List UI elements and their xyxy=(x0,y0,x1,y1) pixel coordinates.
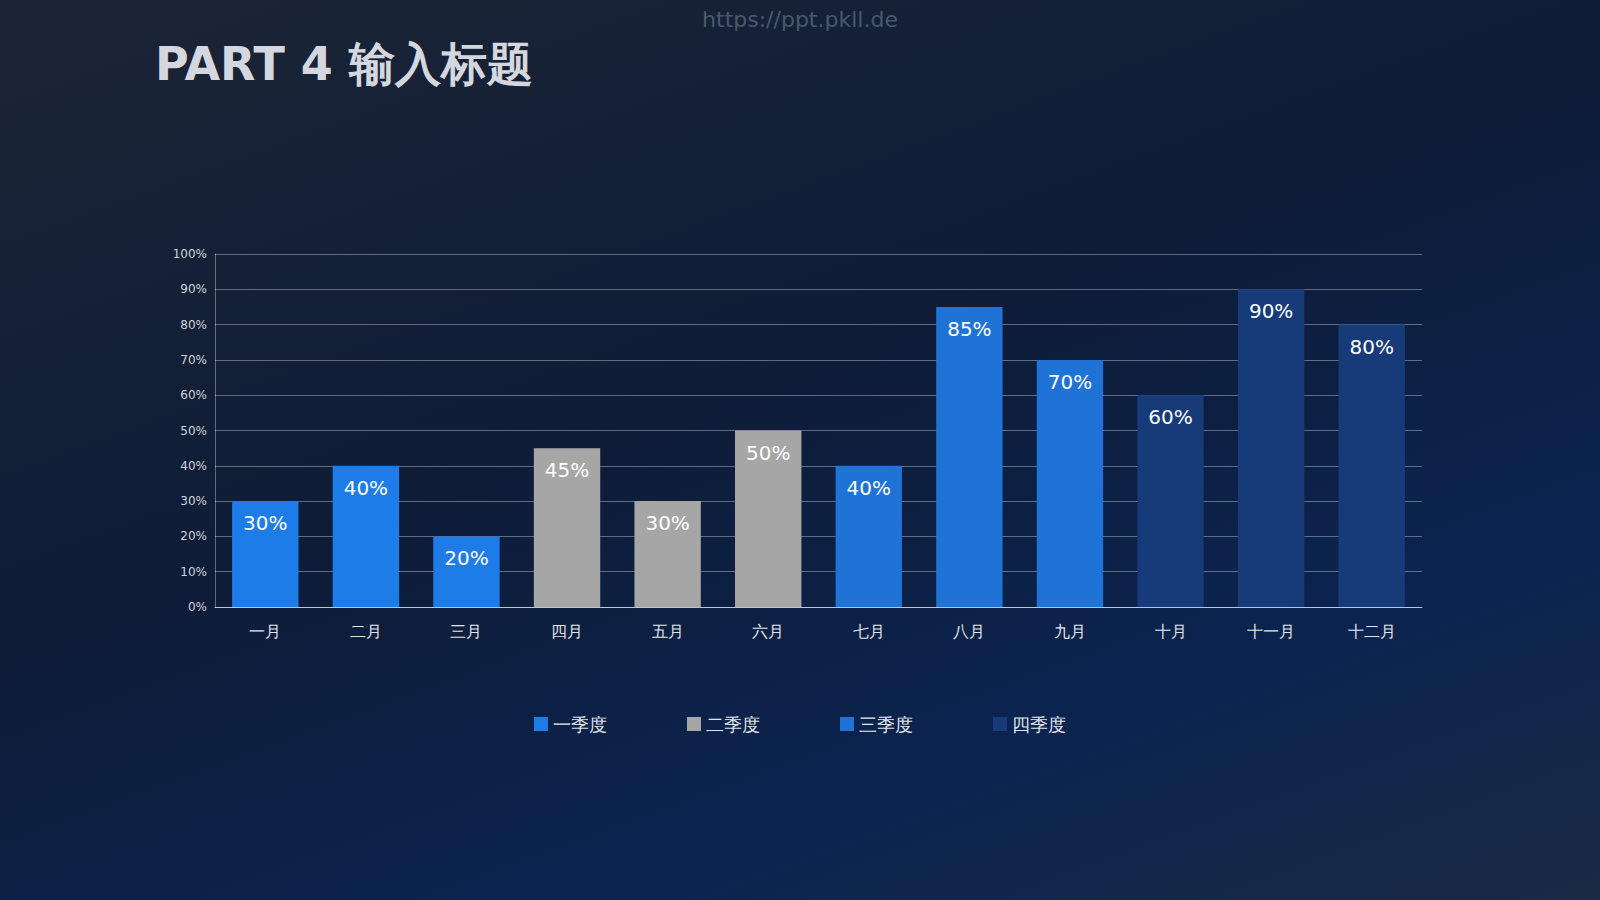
svg-text:80%: 80% xyxy=(180,318,207,332)
svg-text:PART 4 输入标题: PART 4 输入标题 xyxy=(155,37,533,91)
svg-text:80%: 80% xyxy=(1349,335,1393,359)
svg-text:十一月: 十一月 xyxy=(1247,622,1295,641)
svg-text:70%: 70% xyxy=(180,353,207,367)
svg-text:四月: 四月 xyxy=(551,622,583,641)
svg-text:90%: 90% xyxy=(180,282,207,296)
svg-text:40%: 40% xyxy=(344,476,388,500)
svg-text:60%: 60% xyxy=(1148,405,1192,429)
svg-text:https://ppt.pkll.de: https://ppt.pkll.de xyxy=(702,7,898,32)
svg-text:40%: 40% xyxy=(180,459,207,473)
svg-text:七月: 七月 xyxy=(853,622,885,641)
svg-text:0%: 0% xyxy=(188,600,207,614)
svg-text:八月: 八月 xyxy=(953,622,985,641)
svg-text:20%: 20% xyxy=(180,529,207,543)
svg-text:100%: 100% xyxy=(173,247,207,261)
svg-text:20%: 20% xyxy=(444,546,488,570)
svg-text:45%: 45% xyxy=(545,458,589,482)
svg-text:九月: 九月 xyxy=(1054,622,1086,641)
svg-text:二季度: 二季度 xyxy=(706,714,760,735)
svg-text:10%: 10% xyxy=(180,565,207,579)
svg-text:十二月: 十二月 xyxy=(1348,622,1396,641)
svg-text:50%: 50% xyxy=(180,424,207,438)
svg-text:三季度: 三季度 xyxy=(859,714,913,735)
svg-text:40%: 40% xyxy=(847,476,891,500)
svg-text:85%: 85% xyxy=(947,317,991,341)
svg-text:一季度: 一季度 xyxy=(553,714,607,735)
svg-text:60%: 60% xyxy=(180,388,207,402)
svg-text:90%: 90% xyxy=(1249,299,1293,323)
svg-text:30%: 30% xyxy=(180,494,207,508)
svg-text:五月: 五月 xyxy=(652,622,684,641)
svg-text:四季度: 四季度 xyxy=(1012,714,1066,735)
svg-text:三月: 三月 xyxy=(450,622,482,641)
svg-text:二月: 二月 xyxy=(350,622,382,641)
svg-text:50%: 50% xyxy=(746,441,790,465)
svg-text:30%: 30% xyxy=(645,511,689,535)
svg-text:十月: 十月 xyxy=(1155,622,1187,641)
svg-text:70%: 70% xyxy=(1048,370,1092,394)
svg-text:30%: 30% xyxy=(243,511,287,535)
svg-text:一月: 一月 xyxy=(249,622,281,641)
svg-text:六月: 六月 xyxy=(752,622,784,641)
